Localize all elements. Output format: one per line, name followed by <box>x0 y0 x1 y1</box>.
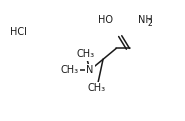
Text: N: N <box>86 65 94 75</box>
Text: NH: NH <box>138 15 153 25</box>
Text: HO: HO <box>98 15 113 25</box>
Text: CH₃: CH₃ <box>88 83 106 93</box>
Text: HCl: HCl <box>9 27 26 37</box>
Text: CH₃: CH₃ <box>77 49 95 59</box>
Text: 2: 2 <box>147 19 152 28</box>
Text: CH₃: CH₃ <box>60 65 78 75</box>
